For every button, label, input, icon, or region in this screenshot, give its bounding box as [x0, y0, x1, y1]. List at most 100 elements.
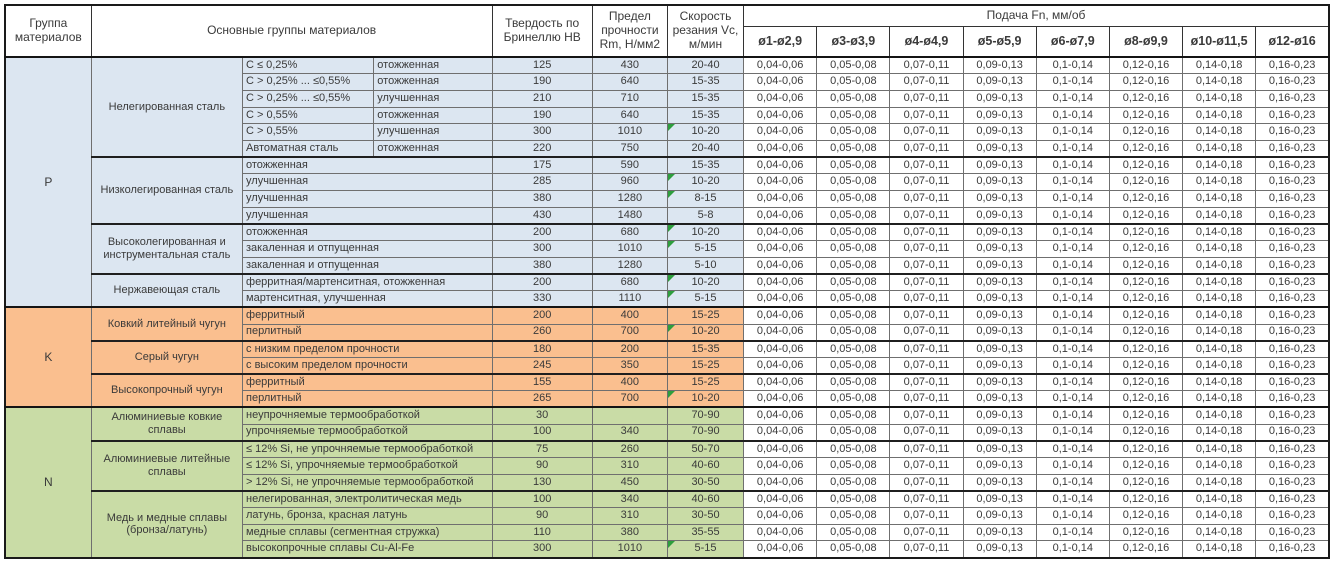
speed-cell: 30-50 — [666, 507, 745, 525]
strength-cell: 310 — [591, 457, 668, 475]
table-row: Автоматная сталь отожженная 220 750 20-40 0,0… — [5, 139, 1330, 158]
feed-cell: 0,04-0,06 — [743, 272, 818, 292]
feed-cell: 0,09-0,13 — [962, 89, 1037, 108]
feed-cell: 0,12-0,16 — [1108, 390, 1184, 408]
feed-cell: 0,1-0,14 — [1035, 139, 1110, 158]
feed-cell: 0,05-0,08 — [816, 306, 891, 325]
table-row: Серый чугун с низким пределом прочности 18… — [5, 339, 1330, 375]
header-diameter: ø3-ø3,9 — [816, 25, 891, 58]
feed-cell: 0,12-0,16 — [1108, 489, 1184, 509]
feed-cell: 0,05-0,08 — [816, 56, 891, 75]
material-desc-cell: неупрочняемые термообработкой — [242, 406, 493, 425]
feed-cell: 0,05-0,08 — [816, 507, 891, 525]
feed-cell: 0,09-0,13 — [962, 206, 1037, 225]
feed-cell: 0,14-0,18 — [1182, 106, 1257, 125]
material-state-cell: отожженная — [373, 106, 493, 125]
feed-cell: 0,04-0,06 — [743, 256, 818, 275]
feed-cell: 0,12-0,16 — [1108, 339, 1184, 358]
feed-cell: 0,05-0,08 — [816, 272, 891, 292]
comment-marker-icon — [668, 324, 675, 332]
feed-cell: 0,09-0,13 — [962, 489, 1037, 509]
feed-cell: 0,14-0,18 — [1182, 222, 1257, 242]
feed-cell: 0,09-0,13 — [962, 356, 1037, 375]
feed-cell: 0,04-0,06 — [743, 406, 818, 425]
material-desc-cell: C > 0,55% — [242, 106, 375, 125]
comment-marker-icon — [668, 541, 675, 549]
feed-cell: 0,12-0,16 — [1108, 206, 1184, 225]
speed-cell: 35-55 — [666, 523, 745, 542]
speed-cell: 10-20 — [666, 222, 745, 242]
feed-cell: 0,07-0,11 — [889, 222, 964, 242]
hardness-cell: 220 — [491, 139, 593, 158]
feed-cell: 0,12-0,16 — [1108, 457, 1184, 475]
hardness-cell: 300 — [491, 240, 593, 258]
feed-cell: 0,12-0,16 — [1108, 222, 1184, 242]
feed-cell: 0,12-0,16 — [1108, 523, 1184, 542]
feed-cell: 0,16-0,23 — [1255, 56, 1330, 75]
feed-cell: 0,16-0,23 — [1255, 373, 1330, 392]
material-desc-cell: высокопрочные сплавы Cu-Al-Fe — [242, 540, 493, 559]
feed-cell: 0,04-0,06 — [743, 290, 818, 308]
table-header: Группа материалов Основные группы матери… — [4, 4, 1330, 58]
table-row: ≤ 12% Si, упрочняемые термообработкой 90 3… — [5, 457, 1330, 475]
hardness-cell: 300 — [491, 123, 593, 141]
feed-cell: 0,12-0,16 — [1108, 89, 1184, 108]
feed-cell: 0,09-0,13 — [962, 139, 1037, 158]
feed-cell: 0,14-0,18 — [1182, 457, 1257, 475]
feed-cell: 0,04-0,06 — [743, 423, 818, 442]
feed-cell: 0,1-0,14 — [1035, 123, 1110, 141]
feed-cell: 0,12-0,16 — [1108, 356, 1184, 375]
feed-cell: 0,14-0,18 — [1182, 523, 1257, 542]
feed-cell: 0,1-0,14 — [1035, 256, 1110, 275]
material-desc-cell: закаленная и отпущенная — [242, 256, 493, 275]
hardness-cell: 155 — [491, 373, 593, 392]
feed-cell: 0,05-0,08 — [816, 206, 891, 225]
feed-cell: 0,07-0,11 — [889, 523, 964, 542]
material-desc-cell: отожженная — [242, 156, 493, 175]
header-diameter: ø10-ø11,5 — [1182, 25, 1257, 58]
table-row: Нержавеющая сталь ферритная/мартенситная,… — [5, 272, 1330, 308]
feed-cell: 0,09-0,13 — [962, 473, 1037, 492]
feed-cell: 0,09-0,13 — [962, 123, 1037, 141]
feed-cell: 0,1-0,14 — [1035, 406, 1110, 425]
feed-cell: 0,04-0,06 — [743, 540, 818, 559]
feed-cell: 0,16-0,23 — [1255, 190, 1330, 208]
material-state-cell: отожженная — [373, 139, 493, 158]
strength-cell: 640 — [591, 73, 668, 91]
subgroup-name-cell: Алюминиевые литейные сплавы — [90, 439, 244, 492]
table-row: Высоколегированная и инструментальная ст… — [5, 222, 1330, 275]
hardness-cell: 100 — [491, 423, 593, 442]
hardness-cell: 90 — [491, 457, 593, 475]
feed-cell: 0,12-0,16 — [1108, 507, 1184, 525]
feed-cell: 0,07-0,11 — [889, 356, 964, 375]
feed-cell: 0,05-0,08 — [816, 256, 891, 275]
feed-cell: 0,1-0,14 — [1035, 240, 1110, 258]
feed-cell: 0,09-0,13 — [962, 439, 1037, 458]
speed-cell: 5-15 — [666, 240, 745, 258]
feed-cell: 0,16-0,23 — [1255, 473, 1330, 492]
feed-cell: 0,09-0,13 — [962, 73, 1037, 91]
feed-cell: 0,1-0,14 — [1035, 507, 1110, 525]
feed-cell: 0,09-0,13 — [962, 56, 1037, 75]
feed-cell: 0,14-0,18 — [1182, 473, 1257, 492]
subgroup-name-cell: Низколегированная сталь — [90, 156, 244, 225]
feed-cell: 0,14-0,18 — [1182, 56, 1257, 75]
strength-cell: 200 — [591, 339, 668, 358]
table-row: C > 0,55% улучшенная 300 1010 10-20 0,04-0,06… — [5, 123, 1330, 141]
feed-cell: 0,16-0,23 — [1255, 323, 1330, 342]
comment-marker-icon — [668, 174, 675, 182]
feed-cell: 0,12-0,16 — [1108, 56, 1184, 75]
table-row: Низколегированная сталь отожженная 175 590 1… — [5, 156, 1330, 225]
feed-cell: 0,07-0,11 — [889, 139, 964, 158]
feed-cell: 0,1-0,14 — [1035, 540, 1110, 559]
strength-cell: 960 — [591, 173, 668, 191]
feed-cell: 0,04-0,06 — [743, 173, 818, 191]
feed-cell: 0,16-0,23 — [1255, 540, 1330, 559]
speed-cell: 15-35 — [666, 106, 745, 125]
table-row: перлитный 265 700 10-20 0,04-0,06 0,05-0,08 0,… — [5, 390, 1330, 408]
feed-cell: 0,04-0,06 — [743, 222, 818, 242]
feed-cell: 0,09-0,13 — [962, 306, 1037, 325]
feed-cell: 0,04-0,06 — [743, 439, 818, 458]
header-diameter: ø1-ø2,9 — [743, 25, 818, 58]
feed-cell: 0,05-0,08 — [816, 523, 891, 542]
